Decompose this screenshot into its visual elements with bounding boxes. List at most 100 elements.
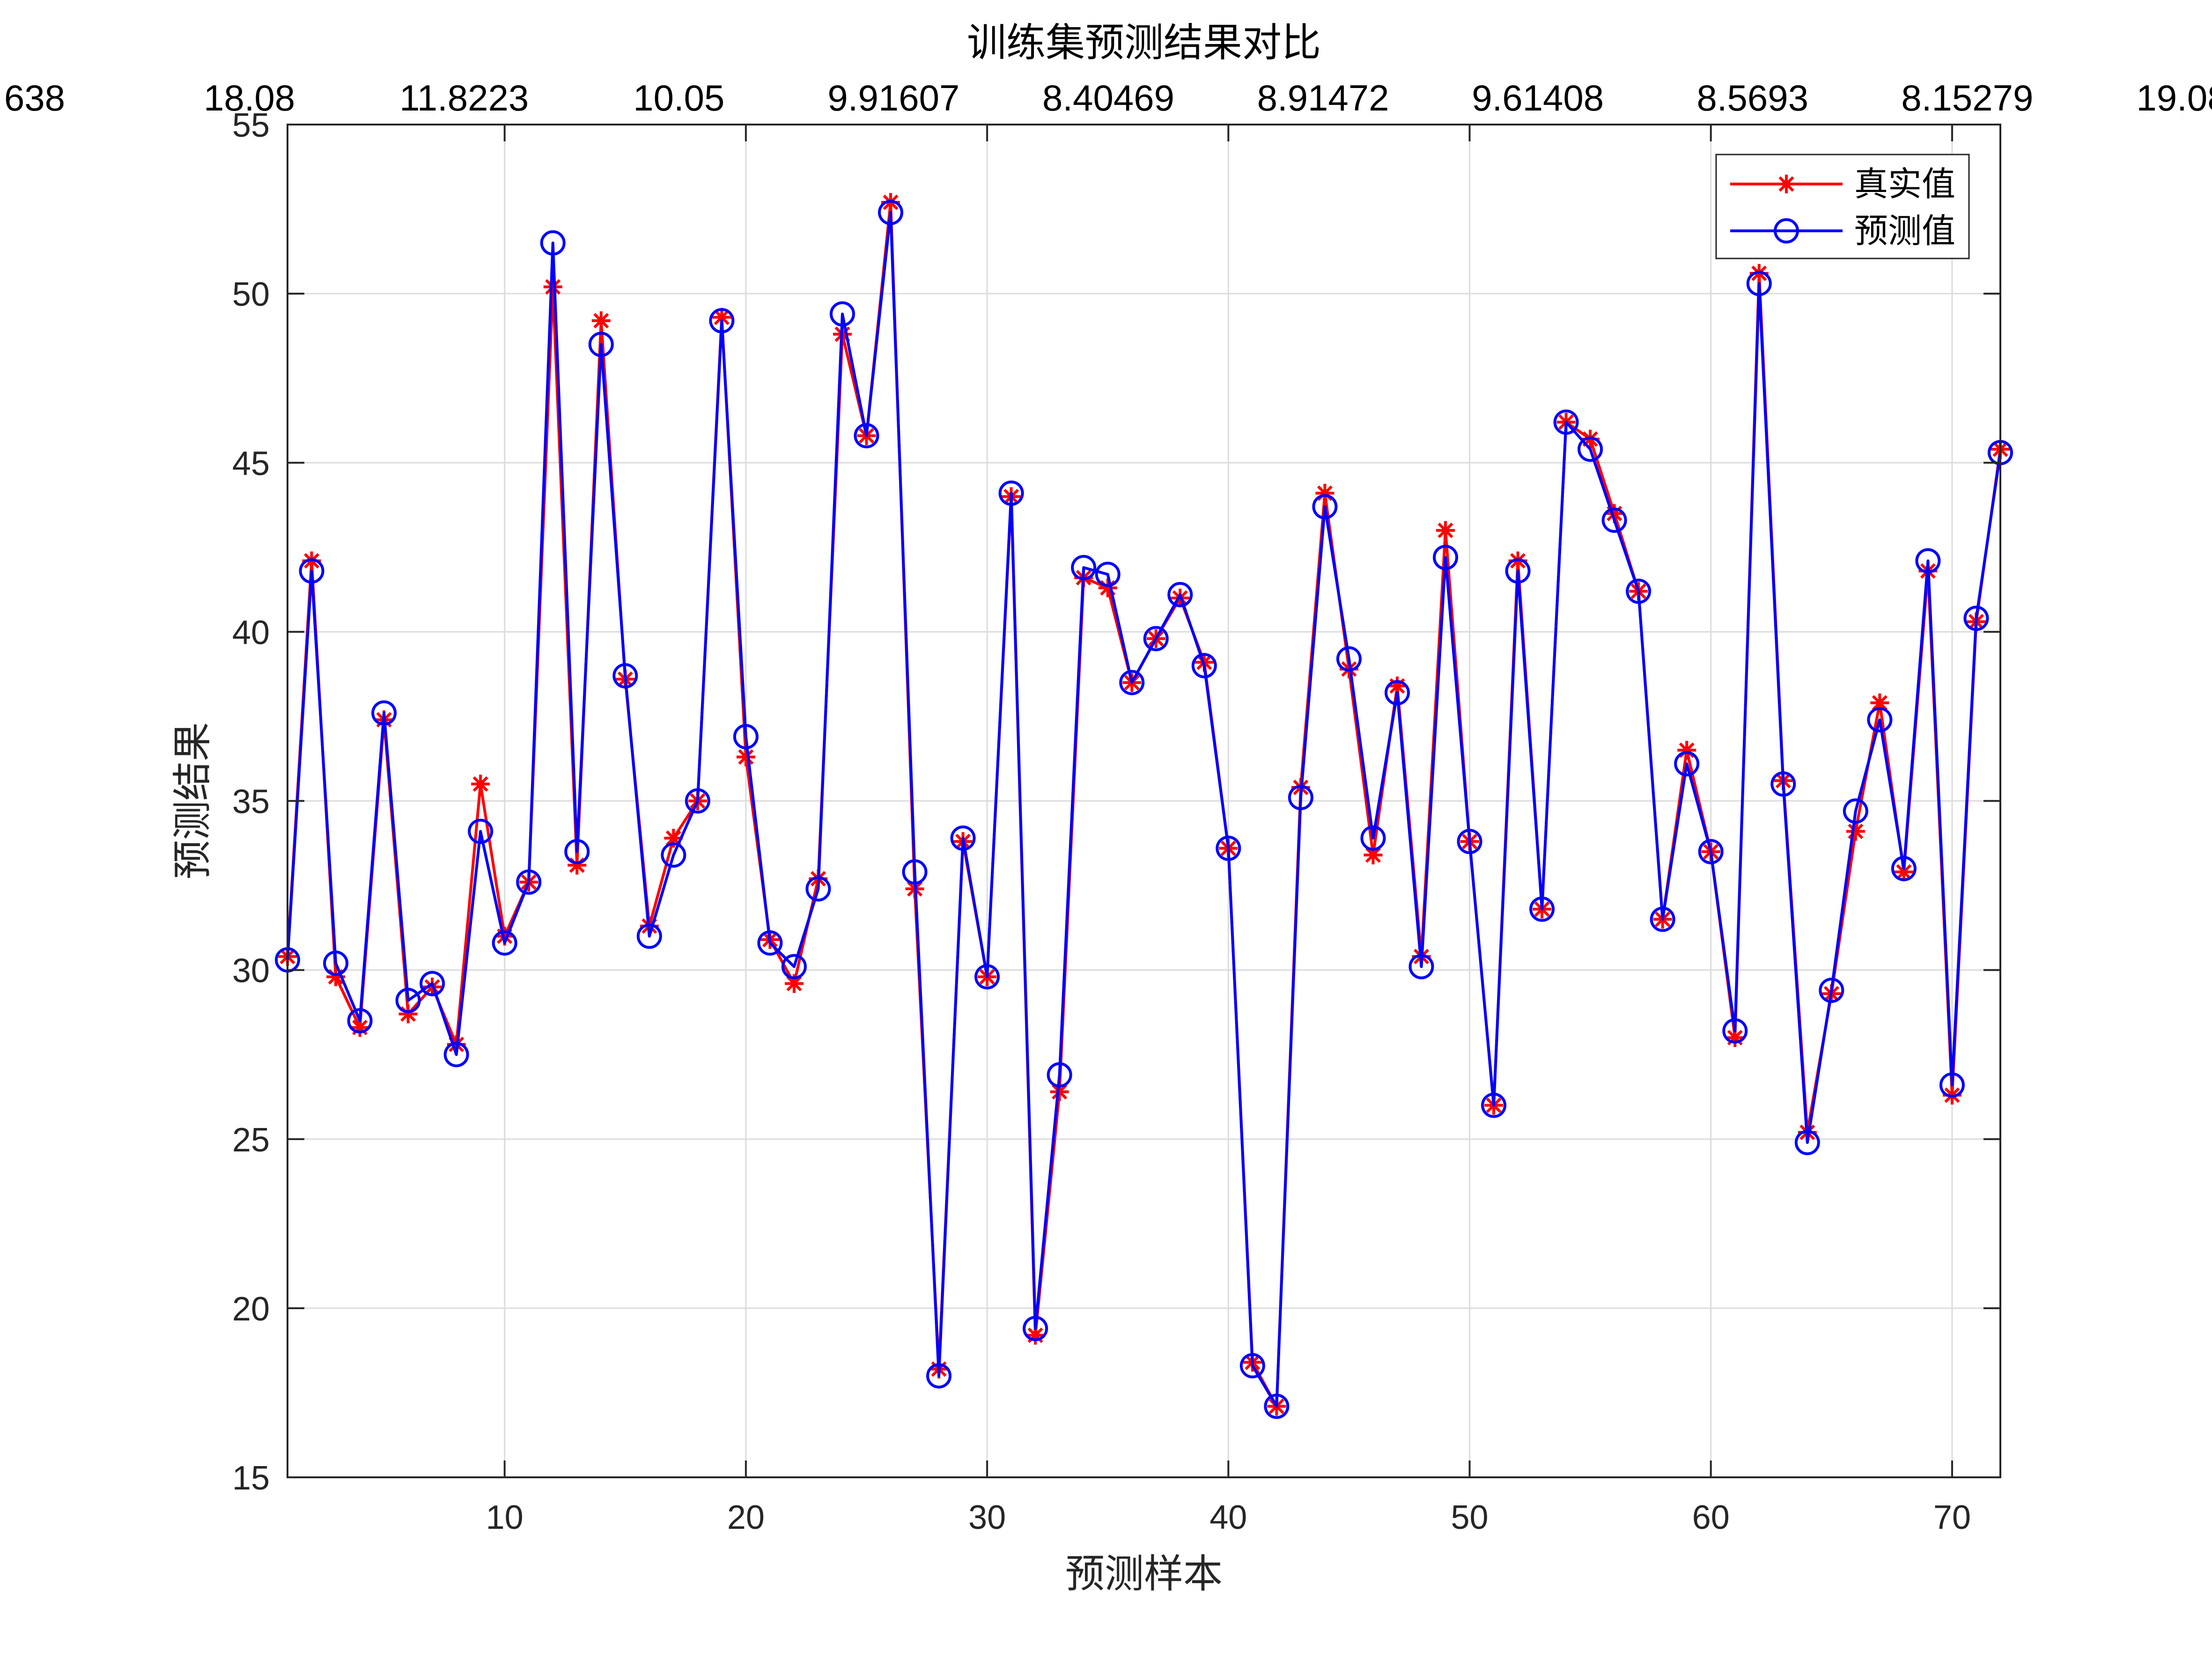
- data-point-predicted: [1963, 605, 1989, 631]
- data-point-predicted: [950, 825, 976, 851]
- x-tick-label: 40: [1209, 1499, 1247, 1536]
- top-tick-label: 8.91472: [1257, 77, 1389, 118]
- y-tick-label: 50: [232, 276, 270, 313]
- data-point-predicted: [636, 923, 662, 949]
- data-point-actual: [471, 774, 490, 794]
- data-point-actual: [1098, 578, 1117, 597]
- data-point-actual: [1846, 822, 1865, 841]
- data-point-predicted: [709, 308, 735, 333]
- series-predicted: [275, 199, 2013, 1419]
- data-point-predicted: [854, 423, 879, 449]
- data-point-predicted: [1722, 1018, 1748, 1044]
- data-point-predicted: [612, 663, 638, 689]
- data-point-predicted: [1891, 855, 1917, 881]
- y-tick-label: 15: [232, 1460, 270, 1497]
- data-point-predicted: [492, 930, 517, 956]
- data-point-predicted: [443, 1042, 469, 1068]
- data-point-predicted: [1119, 670, 1145, 695]
- data-point-actual: [568, 855, 587, 875]
- data-point-predicted: [1457, 829, 1482, 855]
- data-point-predicted: [1915, 548, 1941, 574]
- data-point-predicted: [468, 818, 494, 844]
- x-tick-label: 70: [1933, 1499, 1971, 1536]
- data-point-predicted: [540, 230, 566, 256]
- top-tick-label: 19.08: [2136, 77, 2212, 118]
- data-point-predicted: [781, 954, 807, 980]
- data-point-predicted: [299, 558, 324, 584]
- data-point-predicted: [685, 788, 710, 814]
- data-point-predicted: [1071, 555, 1097, 581]
- y-tick-label: 20: [232, 1290, 270, 1328]
- ticks: 10 20 30 40 50 60 70 15 20 25 30 35 40 45 50 55: [232, 107, 2000, 1536]
- top-tick-label: 9.61408: [1472, 77, 1604, 118]
- data-point-predicted: [1481, 1092, 1507, 1118]
- data-point-predicted: [1264, 1394, 1290, 1419]
- legend-label-predicted: 预测值: [1854, 211, 1955, 251]
- data-point-predicted: [1578, 436, 1603, 462]
- data-point-predicted: [1167, 582, 1193, 607]
- data-point-predicted: [998, 480, 1024, 506]
- data-point-predicted: [1288, 785, 1313, 811]
- data-point-predicted: [371, 700, 397, 726]
- data-point-predicted: [1939, 1072, 1965, 1098]
- x-axis-label: 预测样本: [1065, 1551, 1223, 1597]
- x-tick-label: 60: [1692, 1499, 1730, 1536]
- data-point-actual: [1364, 846, 1383, 865]
- data-point-predicted: [733, 724, 759, 750]
- legend: 真实值 预测值: [1715, 154, 1970, 259]
- data-point-predicted: [1794, 1129, 1820, 1155]
- top-tick-label: 8.5693: [1697, 77, 1809, 118]
- top-tick-label: 8.15279: [1901, 77, 2033, 118]
- data-point-predicted: [1553, 409, 1579, 435]
- y-tick-label: 40: [232, 614, 270, 651]
- data-point-predicted: [1650, 907, 1675, 932]
- data-point-predicted: [1095, 561, 1121, 587]
- top-tick-label: 9.91607: [827, 77, 959, 118]
- legend-marker-predicted: [1774, 218, 1799, 243]
- legend-marker-actual: [1777, 175, 1796, 193]
- data-point-predicted: [1312, 494, 1338, 520]
- data-point-predicted: [1191, 653, 1217, 678]
- data-point-predicted: [661, 842, 686, 868]
- series-line: [286, 211, 2002, 1408]
- data-point-predicted: [395, 988, 421, 1013]
- top-tick-label: 10.05: [633, 77, 724, 118]
- data-point-predicted: [347, 1008, 373, 1033]
- y-tick-label: 45: [232, 445, 270, 482]
- data-point-predicted: [1143, 626, 1169, 651]
- data-point-predicted: [516, 869, 542, 895]
- data-point-actual: [398, 1004, 418, 1024]
- data-point-actual: [543, 277, 562, 296]
- data-point-predicted: [1384, 680, 1410, 706]
- top-tick-label: 638: [4, 77, 65, 118]
- data-point-actual: [1315, 484, 1335, 503]
- legend-box: [1715, 154, 1970, 259]
- data-point-predicted: [1626, 578, 1652, 604]
- chart-title: 训练集预测结果对比: [967, 20, 1321, 66]
- data-point-predicted: [1529, 896, 1555, 922]
- data-point-predicted: [1698, 839, 1724, 864]
- data-point-predicted: [926, 1363, 952, 1389]
- data-point-predicted: [1408, 954, 1434, 980]
- data-point-predicted: [1505, 558, 1531, 584]
- data-point-predicted: [1239, 1353, 1265, 1379]
- data-point-actual: [1677, 741, 1696, 760]
- top-tick-label: 11.8223: [399, 77, 529, 118]
- data-point-predicted: [1843, 798, 1868, 824]
- y-tick-label: 55: [232, 107, 270, 144]
- data-point-predicted: [420, 971, 445, 996]
- x-tick-label: 10: [486, 1499, 524, 1536]
- data-point-predicted: [757, 930, 783, 956]
- y-tick-label: 35: [232, 783, 270, 821]
- data-point-actual: [591, 311, 611, 330]
- data-point-predicted: [974, 964, 1000, 990]
- data-point-predicted: [1336, 646, 1362, 672]
- top-tick-label: 18.08: [204, 77, 295, 118]
- data-point-predicted: [1601, 508, 1627, 533]
- data-point-predicted: [902, 859, 928, 885]
- legend-label-actual: 真实值: [1854, 164, 1955, 204]
- y-axis-label: 预测结果: [170, 722, 215, 879]
- data-point-predicted: [1746, 271, 1772, 296]
- data-point-predicted: [805, 876, 831, 902]
